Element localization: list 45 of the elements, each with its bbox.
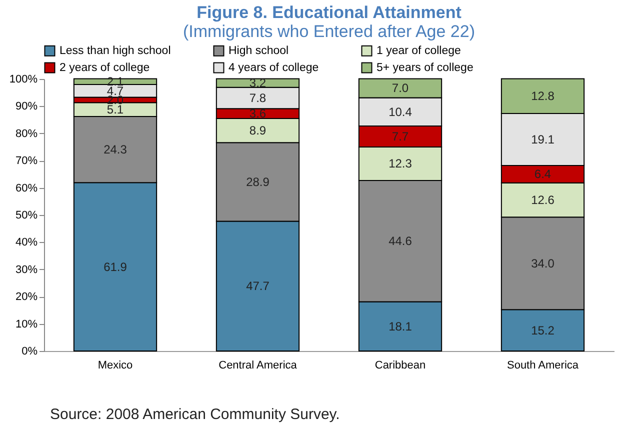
y-tick-label: 70% [15,155,38,168]
legend-label: 1 year of college [376,44,461,57]
data-label: 12.6 [531,193,555,208]
data-label: 19.1 [531,132,555,147]
y-tick-label: 90% [15,100,38,113]
data-label: 7.0 [392,81,409,96]
y-tick-label: 40% [15,236,38,249]
y-tick-label: 60% [15,182,38,194]
x-tick-label: Mexico [98,360,133,372]
y-tick-label: 50% [15,210,38,222]
data-label: 18.1 [388,319,412,334]
data-label: 8.9 [249,124,266,138]
x-tick-label: Central America [218,360,298,372]
chart-title: Figure 8. Educational Attainment [196,3,462,22]
data-label: 28.9 [246,174,270,189]
data-label: 6.4 [534,167,552,182]
data-label: 61.9 [104,260,128,274]
data-label: 34.0 [531,256,555,270]
legend-label: Less than high school [60,44,171,57]
y-tick-label: 0% [22,346,38,358]
data-label: 47.7 [246,279,270,294]
legend-label: 5+ years of college [376,62,474,74]
data-label: 7.8 [249,91,266,106]
legend-label: High school [228,44,289,57]
data-label: 12.3 [388,156,412,171]
data-label: 5.1 [106,102,124,117]
y-tick-label: 100% [9,74,38,86]
source-note: Source: 2008 American Community Survey. [50,406,340,423]
y-tick-label: 10% [15,318,38,330]
y-tick-label: 80% [15,128,38,140]
data-label: 3.2 [249,76,266,90]
data-label: 10.4 [388,104,412,119]
data-label: 7.7 [392,130,409,144]
y-tick-label: 20% [15,291,38,304]
x-tick-label: South America [506,360,580,372]
x-tick-label: Caribbean [374,360,426,372]
data-label: 15.2 [531,323,555,338]
data-label: 24.3 [104,142,128,157]
legend-label: 4 years of college [228,62,319,74]
data-label: 12.8 [531,89,555,104]
data-label: 3.6 [249,106,266,121]
legend-label: 2 years of college [60,62,150,74]
chart-subtitle: (Immigrants who Entered after Age 22) [183,22,475,41]
y-tick-label: 30% [15,264,38,276]
data-label: 44.6 [388,234,412,248]
